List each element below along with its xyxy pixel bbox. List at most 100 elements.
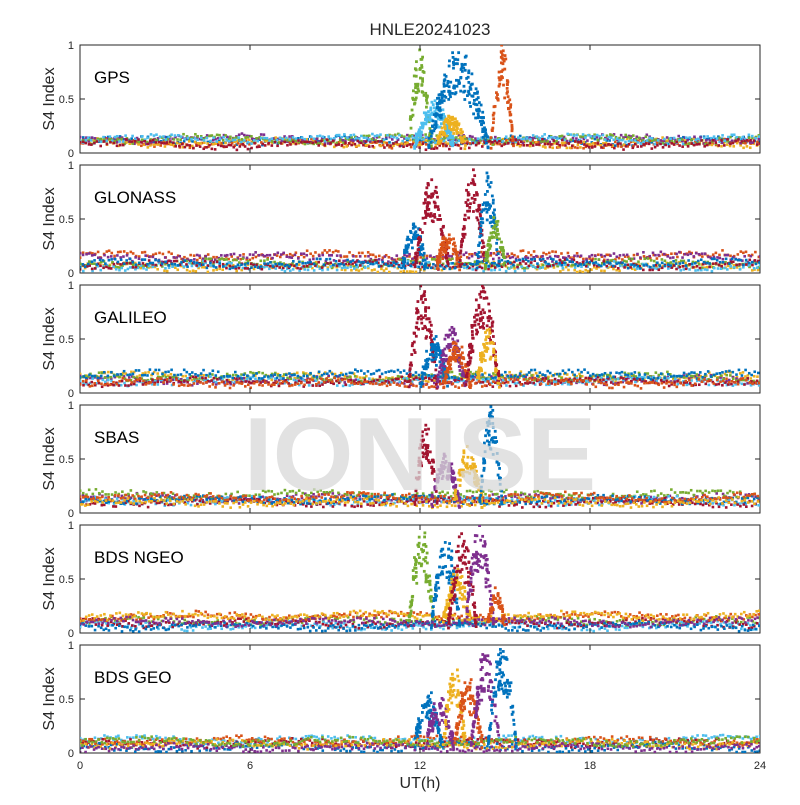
burst-point [481,130,484,133]
data-point [651,269,654,272]
y-axis-label: S4 Index [41,67,58,130]
data-point [655,371,658,374]
data-point [142,262,145,265]
data-point [166,270,169,273]
burst-point [449,134,452,137]
burst-point [445,118,448,121]
data-point [384,263,387,266]
burst-point [441,96,444,99]
data-point [421,262,424,265]
burst-point [472,112,475,115]
burst-point [420,84,423,87]
data-point [360,261,363,264]
data-point [425,380,428,383]
burst-point [424,264,427,267]
data-point [117,251,120,254]
data-point [617,143,620,146]
data-point [317,261,320,264]
data-point [274,141,277,144]
data-point [600,265,603,268]
burst-point [506,90,509,93]
data-point [491,141,494,144]
data-point [254,251,257,254]
data-point [195,144,198,147]
burst-point [441,127,444,130]
data-point [637,260,640,263]
data-point [307,269,310,272]
data-point [428,264,431,267]
data-point [541,255,544,258]
data-point [166,141,169,144]
data-point [717,267,720,270]
burst-point [491,129,494,132]
data-point [361,268,364,271]
data-point [250,135,253,138]
data-point [99,145,102,148]
burst-point [432,129,435,132]
burst-point [460,132,463,135]
burst-point [503,262,506,265]
data-point [734,258,737,261]
data-point [309,258,312,261]
data-point [385,267,388,270]
burst-point [427,183,430,186]
burst-point [446,131,449,134]
data-point [477,137,480,140]
data-point [580,265,583,268]
data-point [411,271,414,274]
data-point [577,265,580,268]
data-point [204,260,207,263]
data-point [123,262,126,265]
data-point [316,135,319,138]
data-point [358,260,361,263]
burst-point [452,243,455,246]
data-point [395,263,398,266]
data-point [358,144,361,147]
data-point [247,262,250,265]
data-point [694,262,697,265]
burst-point [450,128,453,131]
burst-point [457,82,460,85]
data-point [550,257,553,260]
data-point [295,263,298,266]
data-point [91,136,94,139]
data-point [704,252,707,255]
burst-point [415,68,418,71]
burst-point [424,216,427,219]
data-point [484,372,487,375]
burst-point [481,221,484,224]
data-point [745,259,748,262]
data-point [225,267,228,270]
data-point [749,141,752,144]
data-point [383,138,386,141]
burst-point [471,83,474,86]
data-point [492,258,495,261]
data-point [524,256,527,259]
data-point [114,258,117,261]
data-point [332,139,335,142]
data-point [90,143,93,146]
data-point [286,264,289,267]
data-point [304,262,307,265]
data-point [329,142,332,145]
burst-point [492,121,495,124]
chart-title: HNLE20241023 [370,20,491,39]
data-point [722,261,725,264]
data-point [567,142,570,145]
data-point [173,260,176,263]
data-point [390,135,393,138]
data-point [343,263,346,266]
data-point [263,259,266,262]
burst-point [442,225,445,228]
data-point [292,260,295,263]
data-point [313,269,316,272]
data-point [390,264,393,267]
data-point [618,257,621,260]
data-point [574,263,577,266]
data-point [425,143,428,146]
burst-point [489,221,492,224]
data-point [507,260,510,263]
data-point [525,258,528,261]
data-point [750,255,753,258]
data-point [225,258,228,261]
